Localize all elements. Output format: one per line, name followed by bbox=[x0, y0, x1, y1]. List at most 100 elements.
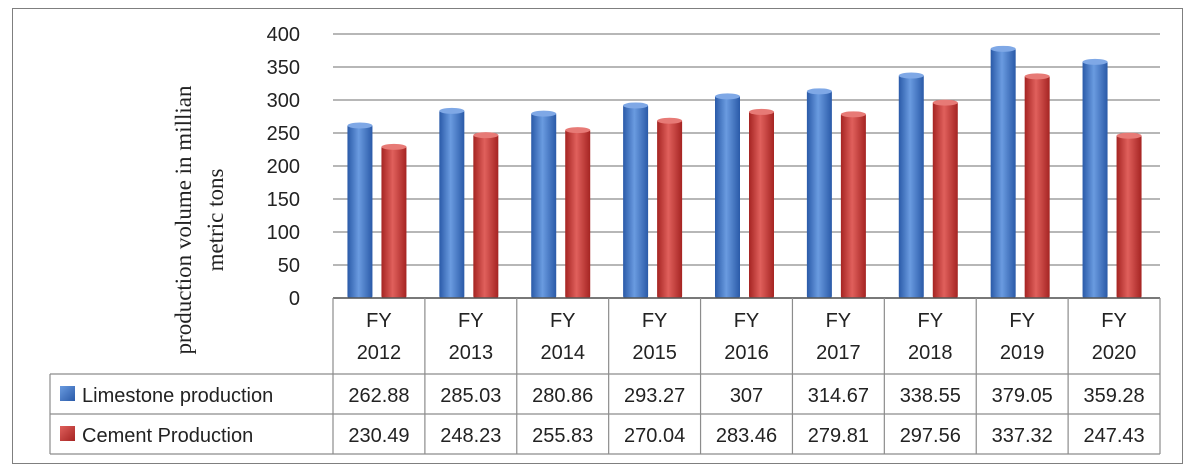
x-tick-label-line-1: FY bbox=[458, 310, 484, 332]
y-tick-label: 150 bbox=[267, 189, 300, 211]
bar-cement-0 bbox=[381, 143, 407, 298]
y-axis-ticks: 0 50 100 150 200 250 300 350 400 bbox=[267, 24, 300, 310]
data-label-cement-7: 337.32 bbox=[992, 425, 1053, 447]
data-label-limestone-1: 285.03 bbox=[440, 385, 501, 407]
data-label-cement-3: 270.04 bbox=[624, 425, 685, 447]
data-label-limestone-6: 338.55 bbox=[900, 385, 961, 407]
bar-cap bbox=[381, 143, 407, 150]
y-axis-label-line-1: production volume in millian bbox=[171, 85, 196, 354]
bar-cap bbox=[657, 117, 683, 124]
bar-body bbox=[657, 119, 683, 299]
bars bbox=[347, 45, 1142, 299]
y-axis-label-line-2: metric tons bbox=[203, 169, 228, 272]
x-tick-label-line-2: 2020 bbox=[1092, 342, 1137, 364]
bar-body bbox=[347, 124, 373, 298]
legend-label-limestone: Limestone production bbox=[82, 385, 273, 407]
bar-limestone-1 bbox=[439, 107, 465, 298]
data-label-limestone-8: 359.28 bbox=[1083, 385, 1144, 407]
bar-limestone-2 bbox=[531, 110, 557, 298]
bar-cap bbox=[749, 108, 774, 115]
bar-cap bbox=[565, 127, 591, 134]
bar-body bbox=[473, 134, 499, 298]
bar-body bbox=[623, 104, 649, 298]
legend-label-cement: Cement Production bbox=[82, 425, 253, 447]
bar-body bbox=[1082, 60, 1108, 298]
x-tick-label-line-2: 2016 bbox=[724, 342, 769, 364]
legend-key-cement bbox=[60, 426, 75, 441]
data-label-cement-1: 248.23 bbox=[440, 425, 501, 447]
bar-cement-3 bbox=[657, 117, 683, 299]
bar-body bbox=[806, 90, 832, 298]
x-tick-label-line-2: 2013 bbox=[449, 342, 494, 364]
x-tick-label-line-1: FY bbox=[1101, 310, 1127, 332]
data-label-limestone-4: 307 bbox=[730, 385, 763, 407]
bar-cap bbox=[623, 102, 649, 109]
bar-cement-6 bbox=[932, 99, 958, 298]
bar-cap bbox=[898, 72, 924, 79]
bar-body bbox=[898, 74, 924, 298]
x-tick-label-line-2: 2012 bbox=[357, 342, 402, 364]
data-table: FY 2012 FY 2013 FY 2014 FY 2015 FY 2016 FY 2017 FY 20… bbox=[49, 297, 1161, 455]
bar-limestone-8 bbox=[1082, 58, 1108, 298]
bar-body bbox=[840, 113, 866, 298]
bar-body bbox=[715, 95, 740, 298]
y-tick-label: 400 bbox=[267, 24, 300, 46]
bar-body bbox=[932, 101, 958, 298]
chart-frame bbox=[12, 8, 1183, 464]
data-label-limestone-5: 314.67 bbox=[808, 385, 869, 407]
x-tick-label-line-2: 2017 bbox=[816, 342, 861, 364]
x-tick-label-line-2: 2018 bbox=[908, 342, 953, 364]
bar-limestone-0 bbox=[347, 122, 373, 298]
x-tick-label-line-2: 2015 bbox=[632, 342, 677, 364]
bar-cap bbox=[840, 111, 866, 118]
bar-cap bbox=[715, 93, 740, 100]
y-tick-label: 50 bbox=[278, 255, 300, 277]
bar-limestone-7 bbox=[990, 45, 1016, 299]
y-tick-label: 100 bbox=[267, 222, 300, 244]
bar-cap bbox=[439, 107, 465, 114]
bar-cap bbox=[473, 132, 499, 139]
y-axis-label-group: production volume in millian metric tons bbox=[171, 85, 228, 354]
bar-cap bbox=[1082, 58, 1108, 65]
x-tick-label-line-2: 2014 bbox=[540, 342, 585, 364]
x-tick-label-line-1: FY bbox=[642, 310, 668, 332]
data-label-cement-2: 255.83 bbox=[532, 425, 593, 447]
bar-body bbox=[381, 145, 407, 298]
bar-cap bbox=[531, 110, 557, 117]
data-label-cement-5: 279.81 bbox=[808, 425, 869, 447]
data-label-limestone-3: 293.27 bbox=[624, 385, 685, 407]
data-label-cement-0: 230.49 bbox=[348, 425, 409, 447]
y-tick-label: 200 bbox=[267, 156, 300, 178]
bar-cement-7 bbox=[1024, 73, 1050, 298]
data-label-limestone-0: 262.88 bbox=[348, 385, 409, 407]
bar-cap bbox=[990, 45, 1016, 52]
bar-cap bbox=[1116, 132, 1142, 139]
bar-cement-2 bbox=[565, 127, 591, 298]
x-tick-label-line-1: FY bbox=[826, 310, 852, 332]
data-label-limestone-2: 280.86 bbox=[532, 385, 593, 407]
bar-body bbox=[565, 129, 591, 298]
data-label-cement-8: 247.43 bbox=[1083, 425, 1144, 447]
x-tick-label-line-1: FY bbox=[1009, 310, 1035, 332]
bar-body bbox=[439, 109, 465, 298]
bar-cap bbox=[1024, 73, 1050, 80]
bar-body bbox=[1116, 134, 1142, 298]
bar-body bbox=[749, 110, 774, 298]
bar-limestone-5 bbox=[806, 88, 832, 298]
bar-body bbox=[990, 47, 1016, 299]
legend-key-limestone bbox=[60, 386, 75, 401]
y-tick-label: 350 bbox=[267, 57, 300, 79]
bar-body bbox=[1024, 75, 1050, 298]
x-tick-label-line-1: FY bbox=[550, 310, 576, 332]
bar-cement-8 bbox=[1116, 132, 1142, 298]
y-axis-label: production volume in millian metric tons bbox=[171, 85, 228, 354]
y-tick-label: 0 bbox=[289, 288, 300, 310]
bar-cement-5 bbox=[840, 111, 866, 298]
x-tick-label-line-1: FY bbox=[366, 310, 392, 332]
y-tick-label: 300 bbox=[267, 90, 300, 112]
x-tick-label-line-1: FY bbox=[734, 310, 760, 332]
bar-cement-4 bbox=[749, 108, 774, 298]
x-tick-label-line-1: FY bbox=[917, 310, 943, 332]
data-label-limestone-7: 379.05 bbox=[992, 385, 1053, 407]
